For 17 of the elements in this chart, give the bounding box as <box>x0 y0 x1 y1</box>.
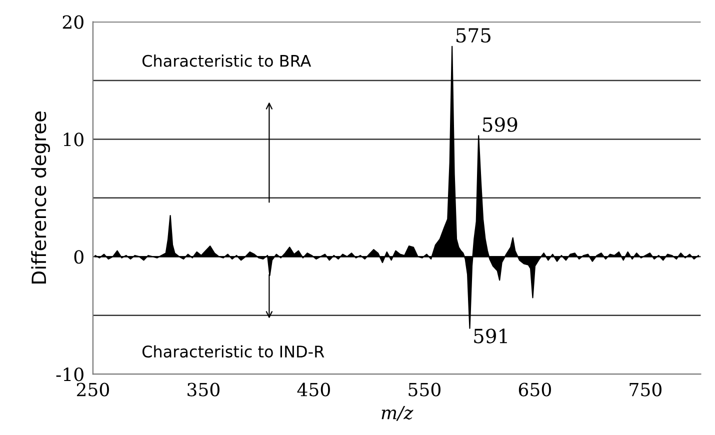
annotation: 599 <box>483 117 518 132</box>
y-tick-label: -10 <box>56 368 84 382</box>
x-tick-label: 250 <box>76 382 109 396</box>
annotation: Characteristic to BRA <box>142 54 312 67</box>
y-tick-label: 20 <box>62 15 84 29</box>
x-tick-label: 450 <box>297 382 330 396</box>
annotation: Characteristic to IND-R <box>142 345 324 358</box>
x-tick-label: 750 <box>630 382 662 396</box>
y-tick-label: 10 <box>64 132 84 146</box>
annotation: 575 <box>456 28 490 43</box>
x-tick-label: 550 <box>408 382 440 396</box>
annotation: 591 <box>474 328 507 344</box>
y-axis-title: Difference degree <box>31 112 50 284</box>
x-axis-title: m/z <box>382 406 414 421</box>
x-tick-label: 650 <box>518 382 551 396</box>
x-tick-label: 350 <box>188 382 220 396</box>
y-tick-label: 0 <box>74 250 84 264</box>
